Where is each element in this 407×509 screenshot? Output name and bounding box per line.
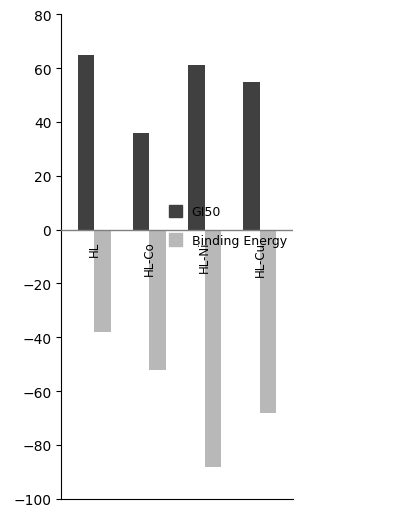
Bar [205, 230, 221, 467]
Bar [243, 82, 260, 230]
Bar [188, 66, 205, 230]
Text: HL: HL [88, 241, 101, 256]
Text: HL-Ni: HL-Ni [198, 241, 211, 272]
Text: HL-Co: HL-Co [143, 241, 156, 275]
Bar [78, 55, 94, 230]
Bar [149, 230, 166, 370]
Bar [133, 133, 149, 230]
Bar [94, 230, 111, 332]
Legend: GI50, Binding Energy: GI50, Binding Energy [169, 205, 287, 247]
Text: HL-Cu: HL-Cu [254, 241, 267, 276]
Bar [260, 230, 276, 413]
